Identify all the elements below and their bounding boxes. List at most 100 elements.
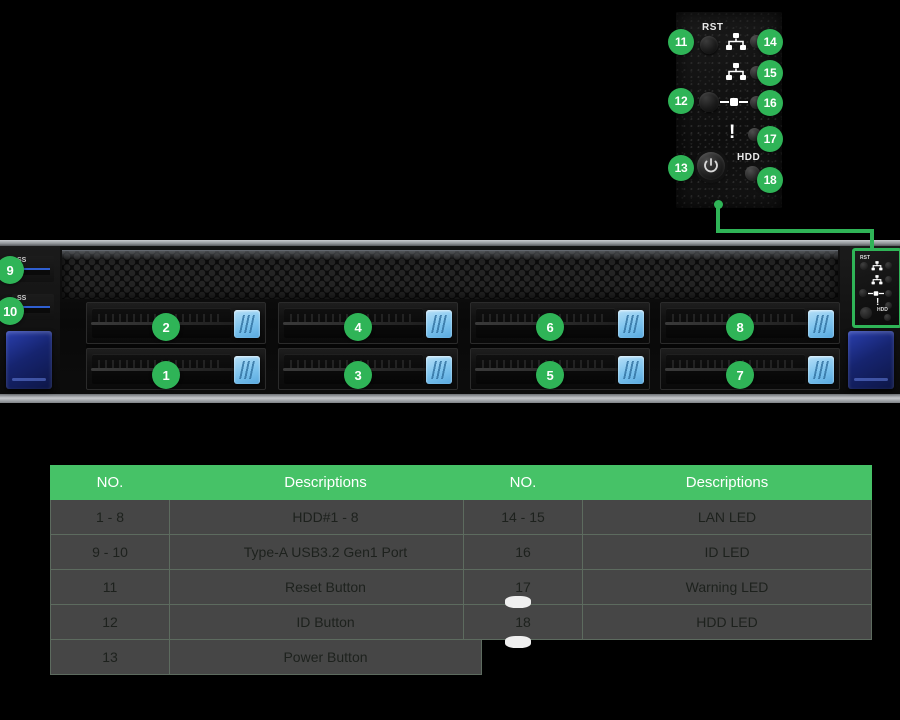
cell-desc: ID LED	[582, 534, 872, 570]
onboard-hdd-led	[884, 314, 891, 321]
legend-table-right: NO. Descriptions 14 - 15 LAN LED 16 ID L…	[463, 465, 872, 640]
tray-latch[interactable]	[618, 356, 644, 384]
chassis-top-edge	[0, 240, 900, 246]
badge-9[interactable]: 9	[0, 256, 24, 284]
hdd-label: HDD	[737, 152, 761, 163]
cell-no: 11	[50, 569, 170, 605]
onboard-id-icon	[868, 291, 884, 296]
badge-15[interactable]: 15	[757, 60, 783, 86]
tray-latch[interactable]	[426, 310, 452, 338]
badge-11[interactable]: 11	[668, 29, 694, 55]
badge-1[interactable]: 1	[152, 361, 180, 389]
connector-segment-down	[870, 229, 874, 251]
tray-latch[interactable]	[808, 356, 834, 384]
usb-slot	[16, 268, 50, 275]
badge-18[interactable]: 18	[757, 167, 783, 193]
badge-13[interactable]: 13	[668, 155, 694, 181]
onboard-lan-icon-1	[871, 261, 883, 271]
badge-12[interactable]: 12	[668, 88, 694, 114]
table-row: 13 Power Button	[50, 639, 482, 675]
tray-latch[interactable]	[618, 310, 644, 338]
id-button[interactable]	[699, 92, 719, 112]
connector-segment-vertical	[716, 204, 720, 231]
cell-desc: Warning LED	[582, 569, 872, 605]
warning-exclamation-icon: !	[729, 122, 736, 143]
power-symbol-icon	[704, 158, 718, 173]
onboard-id-led	[885, 290, 892, 297]
usb-ss-mark: SS	[17, 295, 27, 302]
badge-5[interactable]: 5	[536, 361, 564, 389]
table-row: 16 ID LED	[463, 534, 872, 570]
image-artifact	[505, 596, 531, 608]
badge-3[interactable]: 3	[344, 361, 372, 389]
cell-desc: Type-A USB3.2 Gen1 Port	[169, 534, 482, 570]
cell-desc: Power Button	[169, 639, 482, 675]
table-row: 9 - 10 Type-A USB3.2 Gen1 Port	[50, 534, 482, 570]
column-header-desc: Descriptions	[169, 465, 482, 500]
power-button[interactable]	[697, 152, 725, 180]
cell-desc: HDD#1 - 8	[169, 499, 482, 535]
onboard-id-button[interactable]	[859, 289, 867, 297]
badge-7[interactable]: 7	[726, 361, 754, 389]
tray-latch[interactable]	[426, 356, 452, 384]
onboard-lan-led-2	[885, 276, 892, 283]
table-row: 18 HDD LED	[463, 604, 872, 640]
cell-desc: ID Button	[169, 604, 482, 640]
table-row: 1 - 8 HDD#1 - 8	[50, 499, 482, 535]
onboard-reset-knob[interactable]	[860, 262, 868, 270]
usb-slot	[16, 306, 50, 313]
network-lan-icon	[726, 63, 746, 80]
server-chassis: SS SS	[0, 240, 900, 403]
cell-no: 12	[50, 604, 170, 640]
table-row: 12 ID Button	[50, 604, 482, 640]
chassis-bottom-edge	[0, 394, 900, 403]
cell-no: 16	[463, 534, 583, 570]
onboard-warning-led	[885, 302, 892, 309]
tray-latch[interactable]	[808, 310, 834, 338]
front-bezel-vent	[62, 250, 838, 299]
badge-8[interactable]: 8	[726, 313, 754, 341]
cell-no: 9 - 10	[50, 534, 170, 570]
badge-4[interactable]: 4	[344, 313, 372, 341]
tray-latch[interactable]	[234, 310, 260, 338]
connector-dot	[714, 200, 723, 209]
hdd-led	[745, 166, 760, 181]
onboard-rst-label: RST	[860, 255, 870, 261]
usb-ss-mark: SS	[17, 257, 27, 264]
column-header-desc: Descriptions	[582, 465, 872, 500]
connector-segment-horizontal	[716, 229, 874, 233]
badge-17[interactable]: 17	[757, 126, 783, 152]
badge-2[interactable]: 2	[152, 313, 180, 341]
network-lan-icon	[726, 33, 746, 50]
cell-desc: LAN LED	[582, 499, 872, 535]
cell-desc: HDD LED	[582, 604, 872, 640]
onboard-control-panel[interactable]: RST ! HDD	[852, 248, 900, 328]
table-header-row: NO. Descriptions	[463, 465, 872, 500]
table-row: 14 - 15 LAN LED	[463, 499, 872, 535]
cell-no: 13	[50, 639, 170, 675]
onboard-warning-icon: !	[876, 297, 880, 308]
onboard-power-button[interactable]	[860, 307, 872, 319]
column-header-no: NO.	[463, 465, 583, 500]
table-row: 17 Warning LED	[463, 569, 872, 605]
reset-label: RST	[702, 22, 724, 33]
cell-desc: Reset Button	[169, 569, 482, 605]
reset-button[interactable]	[700, 36, 718, 54]
badge-16[interactable]: 16	[757, 90, 783, 116]
legend-table-left: NO. Descriptions 1 - 8 HDD#1 - 8 9 - 10 …	[50, 465, 482, 675]
badge-14[interactable]: 14	[757, 29, 783, 55]
id-indicator-icon	[720, 98, 748, 106]
rack-handle-left[interactable]	[6, 331, 52, 389]
table-header-row: NO. Descriptions	[50, 465, 482, 500]
tray-latch[interactable]	[234, 356, 260, 384]
onboard-hdd-label: HDD	[877, 307, 888, 313]
badge-6[interactable]: 6	[536, 313, 564, 341]
cell-no: 14 - 15	[463, 499, 583, 535]
table-row: 11 Reset Button	[50, 569, 482, 605]
badge-10[interactable]: 10	[0, 297, 24, 325]
onboard-lan-icon-2	[871, 275, 883, 285]
cell-no: 18	[463, 604, 583, 640]
cell-no: 1 - 8	[50, 499, 170, 535]
rack-handle-right[interactable]	[848, 331, 894, 389]
